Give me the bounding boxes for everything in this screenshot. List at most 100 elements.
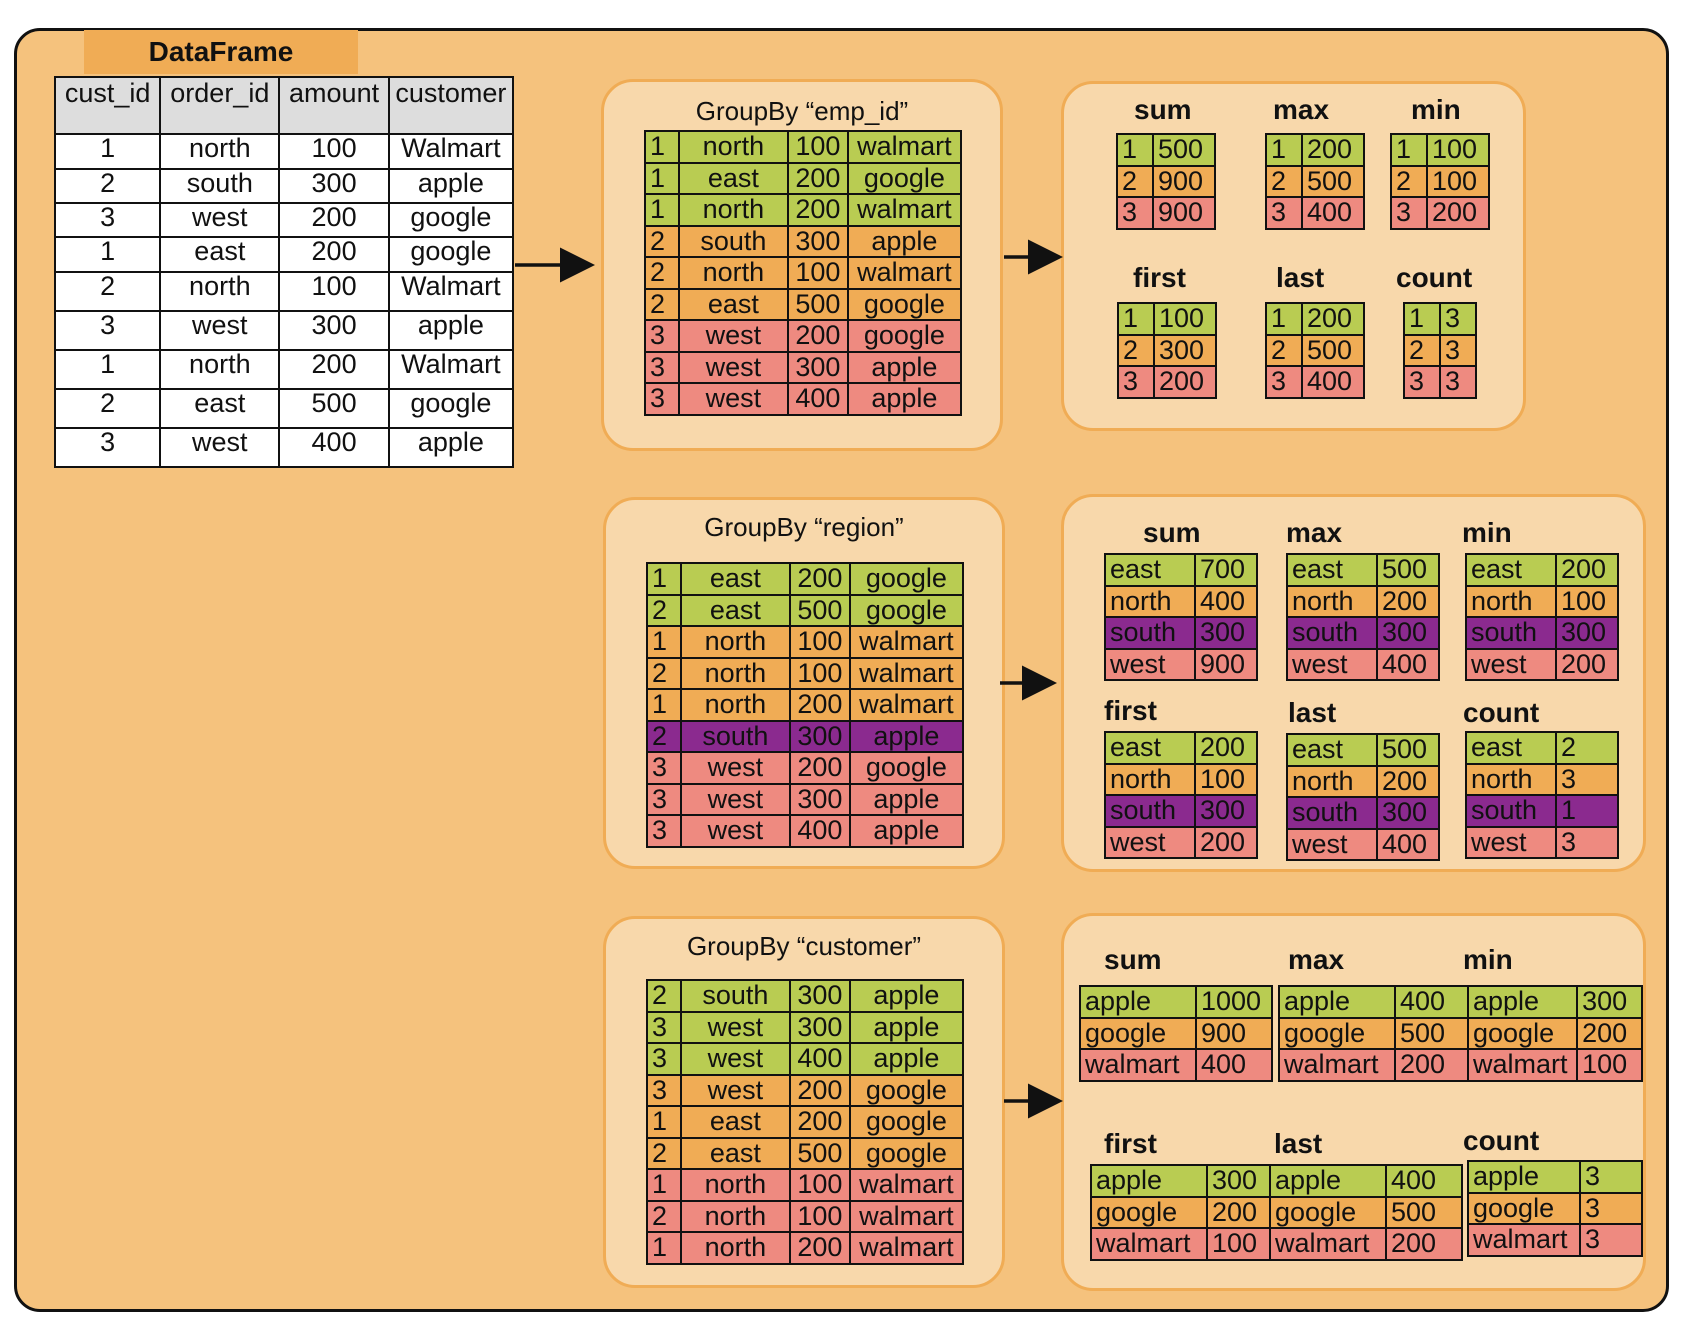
table-cell: 2 [1555,731,1619,765]
aggregation-table: apple 400 google 500 walmart 200 [1278,985,1472,1082]
table-cell: 2 [646,656,682,690]
table-row: south 300 [1104,616,1258,650]
aggregation-title: first [1104,695,1157,726]
table-cell: 3 [1555,762,1619,796]
aggregation-table: apple 300 google 200 walmart 100 [1090,1164,1284,1261]
table-row: 1 100 [1390,133,1490,167]
table-cell: 2 [1403,333,1441,367]
table-cell: 200 [788,1073,851,1107]
table-cell: north [159,271,281,312]
table-cell: 2 [53,388,162,429]
table-cell: 200 [278,349,390,390]
table-cell: walmart [1466,1048,1579,1082]
table-cell: 2 [646,719,682,753]
table-row: walmart 200 [1269,1227,1463,1261]
table-cell: 200 [788,751,851,785]
table-cell: east [1465,731,1557,765]
table-cell: 3 [1439,333,1477,367]
table-row: 2 south 300 apple [646,979,965,1013]
table-cell: north [159,133,281,170]
table-row: 1 north 200 walmart [646,1231,965,1265]
table-row: apple 400 [1269,1164,1463,1198]
table-row: 3 west 200 google [53,202,515,238]
table-row: north 100 [1465,584,1619,618]
table-row: 2 south 300 apple [644,224,963,258]
table-cell: south [677,224,789,258]
table-row: 2 300 [1117,333,1217,367]
table-cell: south [1286,616,1378,650]
table-cell: google [848,1073,965,1107]
table-cell: 1000 [1195,985,1273,1019]
table-row: 3 west 300 apple [53,310,515,351]
table-cell: 3 [1117,365,1155,399]
table-cell: west [679,814,791,848]
table-cell: 500 [1394,1016,1472,1050]
table-cell: apple [1079,985,1197,1019]
table-cell: 200 [1426,196,1490,230]
table-row: 1 500 [1116,133,1216,167]
table-cell: north [1465,762,1557,796]
table-row: west 900 [1104,647,1258,681]
table-cell: south [1286,796,1378,830]
aggregation-table: apple 300 google 200 walmart 100 [1466,985,1643,1082]
aggregation-title: first [1104,1128,1157,1159]
table-cell: 300 [1153,333,1217,367]
table-cell: 2 [1390,164,1428,198]
table-row: 2 500 [1265,333,1365,367]
table-cell: 500 [1376,733,1440,767]
dataframe-table: cust_id order_id amount customer 1 north 100 Wa… [53,76,515,468]
table-cell: north [679,1199,791,1233]
table-row: 2 south 300 apple [53,168,515,204]
table-cell: 500 [1152,133,1216,167]
table-row: 1 north 100 walmart [644,130,963,164]
table-row: east 500 [1286,553,1440,587]
table-cell: west [677,350,789,384]
table-cell: west [679,1010,791,1044]
table-cell: 200 [1301,302,1365,336]
table-cell: 2 [1265,333,1303,367]
aggregation-title: min [1411,94,1461,125]
table-cell: 200 [788,562,851,596]
table-cell: 200 [788,1105,851,1139]
table-cell: 2 [644,287,680,321]
table-cell: 1 [646,562,682,596]
table-row: google 900 [1079,1016,1273,1050]
table-row: 3 west 400 apple [53,427,515,468]
table-cell: 3 [1265,365,1303,399]
table-cell: 400 [1301,196,1365,230]
table-cell: google [387,202,515,238]
table-row: east 200 [1465,553,1619,587]
table-row: 1 north 200 Walmart [53,349,515,390]
table-cell: 2 [646,1199,682,1233]
table-row: 3 west 400 apple [644,382,963,416]
table-cell: 3 [646,1073,682,1107]
table-cell: 400 [1301,365,1365,399]
table-row: 2 east 500 google [646,593,965,627]
aggregation-panel: sum 1 500 2 900 3 900 max 1 200 2 500 3 400 min 1 100 2 10… [1061,81,1526,431]
table-cell: apple [846,382,963,416]
table-row: 2 east 500 google [646,1136,965,1170]
table-cell: 2 [644,256,680,290]
table-cell: Walmart [387,349,515,390]
table-cell: 3 [1265,196,1303,230]
table-cell: 200 [786,161,849,195]
table-cell: north [679,688,791,722]
table-cell: 400 [1376,827,1440,861]
table-row: 1 200 [1265,133,1365,167]
table-row: 2 south 300 apple [646,719,965,753]
table-row: 3 west 400 apple [646,1042,965,1076]
table-cell: 2 [644,224,680,258]
table-cell: 3 [1579,1223,1643,1257]
table-cell: 1 [53,236,162,273]
table-cell: google [848,1136,965,1170]
table-cell: 3 [1439,302,1477,336]
table-cell: walmart [846,193,963,227]
table-cell: 500 [788,1136,851,1170]
table-cell: west [677,382,789,416]
table-cell: 200 [1153,365,1217,399]
table-row: south 300 [1286,796,1440,830]
table-cell: 300 [1376,796,1440,830]
table-cell: 3 [1390,196,1428,230]
table-cell: 900 [1195,1016,1273,1050]
column-header: order_id [159,76,281,135]
